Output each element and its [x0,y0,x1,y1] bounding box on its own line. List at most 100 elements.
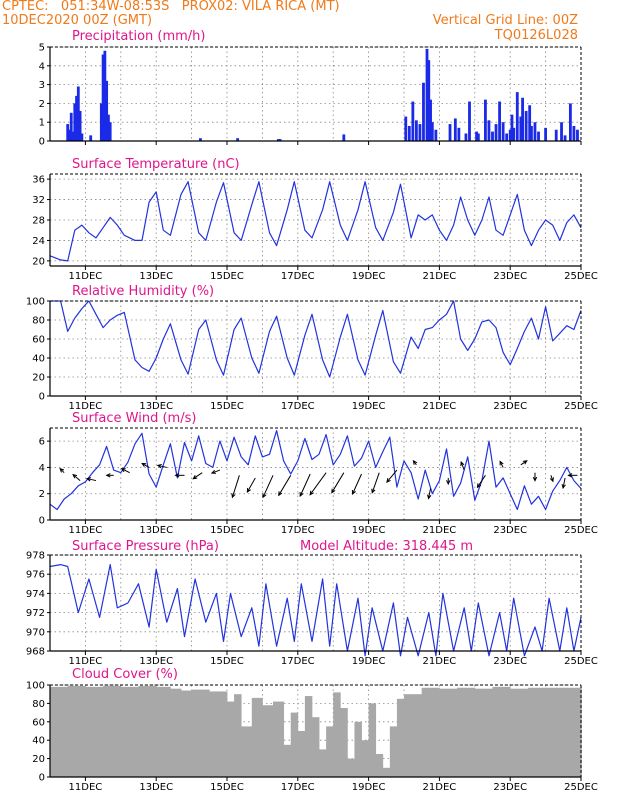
cloud-bar [333,692,341,777]
wind-arrow [121,468,130,474]
wind-arrow [278,475,292,496]
x-tick-label: 23DEC [493,401,527,412]
wind-arrow-head [59,467,65,473]
precip-bar [475,131,478,141]
y-tick-label: 20 [32,256,45,267]
wind-arrow-head [549,477,554,483]
wind-arrow [211,469,221,474]
series-line [50,300,582,378]
precip-bar [537,131,540,141]
precip-bar [414,120,418,141]
precip-bar [476,133,480,141]
wind-arrow-head [427,494,432,500]
panel-5: 968 970 972 974 976 978 11DEC 13DEC 15DEC 17DEC 19… [26,539,598,667]
wind-arrow [428,488,432,499]
y-tick-label: 28 [32,216,45,227]
wind-arrow-head [567,473,573,478]
x-tick-label: 13DEC [139,525,173,536]
wind-arrow-head [120,468,126,473]
wind-arrow-head [532,476,538,482]
precip-bar [80,133,84,141]
wind-arrow-head [72,473,78,479]
wind-arrow-head [561,483,566,490]
wind-arrow-head [412,459,418,465]
wind-arrow-head [386,478,391,483]
panel-title: Relative Humidity (%) [72,284,214,299]
x-tick-label: 13DEC [139,401,173,412]
cloud-bar [156,686,171,777]
wind-arrow [562,477,566,489]
cloud-bar [50,686,69,777]
x-tick-label: 23DEC [493,525,527,536]
y-tick-label: 24 [32,236,45,247]
cloud-bar [474,688,493,777]
x-tick-label: 25DEC [564,782,598,793]
panel-title: Surface Wind (m/s) [72,411,196,426]
x-tick-label: 17DEC [281,271,315,282]
cloud-bar [311,717,320,777]
wind-arrow [231,475,240,498]
wind-arrow [141,462,150,468]
cloud-bar [170,688,182,777]
cloud-bar [103,685,122,777]
series-line [49,430,582,511]
wind-arrow [460,461,465,471]
x-tick-label: 17DEC [281,656,315,667]
cloud-bar [375,754,384,777]
x-tick-label: 15DEC [210,656,244,667]
precip-bar [554,129,558,141]
wind-arrow [477,475,486,488]
cloud-bar [297,731,306,777]
y-tick-label: 20 [32,754,45,765]
y-tick-label: 40 [32,354,45,365]
precip-bar [89,135,93,141]
wind-arrow-head [499,460,504,466]
wind-arrow-head [351,489,356,496]
y-tick-label: 100 [26,681,45,692]
wind-arrow [157,464,167,468]
wind-arrow [520,460,528,466]
cloud-bar [563,687,582,777]
y-tick-label: 20 [32,373,45,384]
precip-bar [68,129,71,141]
precip-bar [468,101,471,141]
x-tick-label: 17DEC [281,525,315,536]
panel-6: 0 20 40 60 80 100 11DEC 13DEC 15DEC 17DEC 19DEC 21D… [26,667,598,793]
y-tick-label: 6 [39,437,45,448]
y-tick-label: 100 [26,297,45,308]
cloud-bar [85,686,104,777]
cloud-bar [361,740,369,777]
precip-bar [429,99,432,141]
precip-bar [521,97,524,141]
x-tick-label: 15DEC [210,401,244,412]
precip-bar [528,105,532,141]
x-tick-label: 19DEC [352,782,386,793]
precip-bar [487,120,491,141]
precip-bar [560,122,563,141]
y-tick-label: 80 [32,316,45,327]
x-tick-label: 17DEC [281,782,315,793]
wind-arrow [262,475,274,498]
precip-bar [434,129,438,141]
precip-bar [199,138,202,141]
wind-arrow-head [105,473,111,478]
x-tick-label: 11DEC [69,656,103,667]
precip-bar [563,135,567,141]
header-model-id: TQ0126L028 [494,28,578,43]
y-tick-label: 3 [39,80,45,91]
precip-bar [515,92,519,141]
precip-bar [464,133,468,141]
x-tick-label: 25DEC [564,656,598,667]
precip-bar [530,125,533,141]
panel-2: 20 24 28 32 36 11DEC 13DEC 15DEC 17DEC 19DEC 21DEC… [32,157,598,282]
wind-arrow-head [156,464,162,469]
cloud-bar [67,685,86,777]
precip-bar [407,125,411,141]
precip-bar [236,138,240,141]
x-tick-label: 23DEC [493,782,527,793]
wind-arrow-head [192,474,198,480]
precip-bar [453,118,457,141]
x-tick-label: 19DEC [352,401,386,412]
y-tick-label: 1 [39,118,45,129]
x-tick-label: 15DEC [210,271,244,282]
